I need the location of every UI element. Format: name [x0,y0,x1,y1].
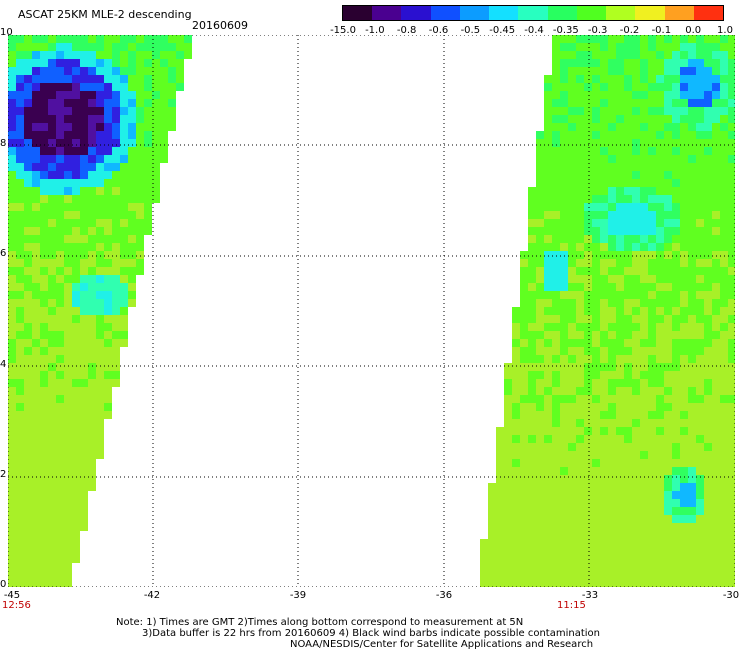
y-tick-2: 2 [0,469,7,480]
y-tick-10: 10 [0,27,13,38]
colorbar-label: -1.0 [365,25,385,36]
map-title: ASCAT 25KM MLE-2 descending [18,8,192,21]
colorbar-label: -0.45 [489,25,516,36]
colorbar-label: -15.0 [330,25,356,36]
colorbar-segment [343,6,373,20]
colorbar-segment [664,6,694,20]
colorbar-label: -0.1 [651,25,672,36]
y-tick-4: 4 [0,359,7,370]
colorbar-segment [430,6,460,20]
grid-lines [8,35,735,587]
colorbar-label: -0.5 [460,25,481,36]
colorbar-segment [635,6,665,20]
y-tick-6: 6 [0,248,7,259]
colorbar-label: 1.0 [717,25,733,36]
colorbar-segment [547,6,577,20]
map-date: 20160609 [192,19,248,32]
left-swath [8,35,192,587]
colorbar-segment [576,6,607,20]
colorbar-segment [489,6,519,20]
colorbar-label: -0.2 [619,25,640,36]
map-plot [8,35,735,587]
y-tick-0: 0 [0,579,7,590]
x-tick-45: -45 [3,590,21,601]
colorbar-segment [693,6,724,20]
colorbar-label: -0.35 [552,25,579,36]
time-label-left: 12:56 [2,600,31,611]
colorbar-segment [401,6,431,20]
colorbar-label: -0.6 [428,25,449,36]
time-label-right: 11:15 [557,600,586,611]
colorbar-labels: -15.0 -1.0 -0.8 -0.6 -0.5 -0.45 -0.4 -0.35 -0.3-… [330,25,735,39]
x-tick-39: -39 [289,590,307,601]
colorbar-segment [518,6,548,20]
colorbar [342,5,724,21]
x-tick-30: -30 [722,590,740,601]
colorbar-segment [372,6,402,20]
x-tick-36: -36 [435,590,453,601]
y-tick-8: 8 [0,138,7,149]
colorbar-label: 0.0 [685,25,702,36]
colorbar-label: -0.3 [587,25,608,36]
note-line-2: 3)Data buffer is 22 hrs from 20160609 4)… [142,628,600,639]
colorbar-label: -0.8 [396,25,417,36]
note-line-1: Note: 1) Times are GMT 2)Times along bot… [116,617,524,628]
colorbar-segment [606,6,636,20]
x-tick-42: -42 [143,590,161,601]
x-tick-33: -33 [581,590,599,601]
note-line-3: NOAA/NESDIS/Center for Satellite Applica… [290,639,594,650]
colorbar-label: -0.4 [524,25,544,36]
right-swath [480,35,735,587]
colorbar-segment [459,6,490,20]
